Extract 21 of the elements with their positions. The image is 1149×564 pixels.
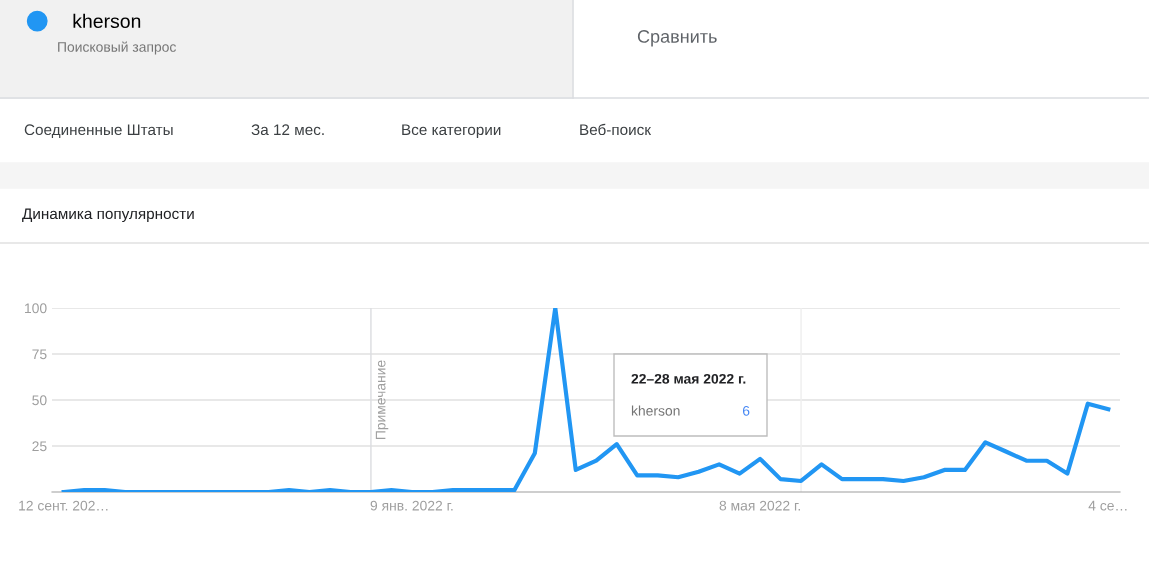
text: Все категории	[402, 124, 501, 139]
x-tick-label: 12 сент. 202…	[19, 500, 108, 511]
y-tick-label: 25	[32, 441, 47, 452]
legend-label: kherson	[73, 13, 141, 29]
text: Сравнить	[637, 30, 717, 47]
text: Веб-поиск	[580, 123, 652, 136]
x-tick-label: 8 мая 2022 г.	[719, 500, 800, 511]
text: За 12 мес.	[251, 124, 324, 136]
y-tick-label: 75	[32, 349, 47, 360]
text: Соединенные Штаты	[24, 124, 173, 138]
y-tick-label: 50	[32, 395, 47, 406]
chart-subtitle: Поисковый запрос	[58, 41, 176, 55]
annotation: kherson	[631, 405, 680, 416]
ref-line-label: Примечание	[375, 360, 389, 440]
y-tick-label: 100	[25, 303, 47, 314]
annotation: 6	[742, 405, 750, 416]
x-tick-label: 4 се…	[1088, 500, 1127, 511]
x-tick-label: 9 янв. 2022 г.	[370, 500, 453, 511]
chart-title: Динамика популярности	[22, 208, 194, 223]
line-series	[61, 308, 1111, 492]
annotation: 22–28 мая 2022 г.	[631, 373, 746, 384]
